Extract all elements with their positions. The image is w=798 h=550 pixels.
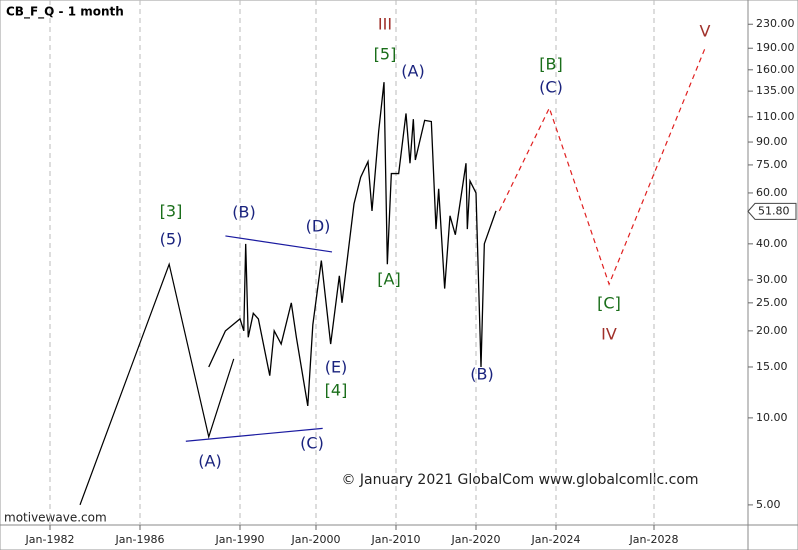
wave-label: (C): [539, 78, 563, 97]
wave-label: [3]: [160, 202, 183, 221]
x-tick-label: Jan-2000: [291, 533, 341, 546]
wave-label: [A]: [377, 270, 400, 289]
wave-line: [498, 48, 706, 286]
wave-line: [225, 235, 333, 253]
y-tick-label: 90.00: [756, 135, 788, 148]
wave-line: [79, 262, 235, 506]
wave-label: (B): [232, 203, 255, 222]
y-tick-label: 135.00: [756, 84, 795, 97]
wave-label: (5): [160, 230, 183, 249]
y-tick-label: 20.00: [756, 324, 788, 337]
wave-label: [4]: [325, 381, 348, 400]
wave-label: (A): [198, 452, 221, 471]
wave-label: (D): [306, 217, 331, 236]
copyright: © January 2021 GlobalCom www.globalcomll…: [341, 472, 698, 488]
last-price-label: 51.80: [758, 204, 790, 217]
y-tick-label: 40.00: [756, 237, 788, 250]
y-tick-label: 60.00: [756, 186, 788, 199]
wave-label: (E): [325, 358, 348, 377]
x-tick-label: Jan-2010: [371, 533, 421, 546]
x-tick-label: Jan-2024: [531, 533, 581, 546]
y-tick-label: 160.00: [756, 63, 795, 76]
wave-label: [B]: [539, 55, 562, 74]
x-tick-label: Jan-1986: [115, 533, 165, 546]
price-line: [208, 82, 497, 407]
last-price-box: [747, 202, 797, 220]
wave-label: (C): [300, 434, 324, 453]
x-tick-label: Jan-2020: [451, 533, 501, 546]
chart-title: CB_F_Q - 1 month: [6, 5, 124, 20]
wave-label: III: [378, 15, 392, 34]
y-tick-label: 30.00: [756, 273, 788, 286]
x-tick-label: Jan-2028: [629, 533, 679, 546]
x-tick-label: Jan-1990: [215, 533, 265, 546]
wave-label: (A): [401, 62, 424, 81]
x-tick-label: Jan-1982: [25, 533, 75, 546]
wave-label: V: [700, 22, 711, 41]
wave-label: (B): [470, 365, 493, 384]
y-tick-label: 190.00: [756, 41, 795, 54]
y-tick-label: 75.00: [756, 158, 788, 171]
y-tick-label: 15.00: [756, 360, 788, 373]
y-tick-label: 25.00: [756, 296, 788, 309]
wave-line: [185, 427, 323, 442]
watermark: motivewave.com: [4, 511, 107, 525]
y-tick-label: 230.00: [756, 17, 795, 30]
y-tick-label: 10.00: [756, 411, 788, 424]
wave-label: [5]: [374, 45, 397, 64]
wave-label: IV: [601, 325, 617, 344]
y-tick-label: 5.00: [756, 498, 781, 511]
wave-label: [C]: [597, 294, 621, 313]
y-tick-label: 110.00: [756, 110, 795, 123]
